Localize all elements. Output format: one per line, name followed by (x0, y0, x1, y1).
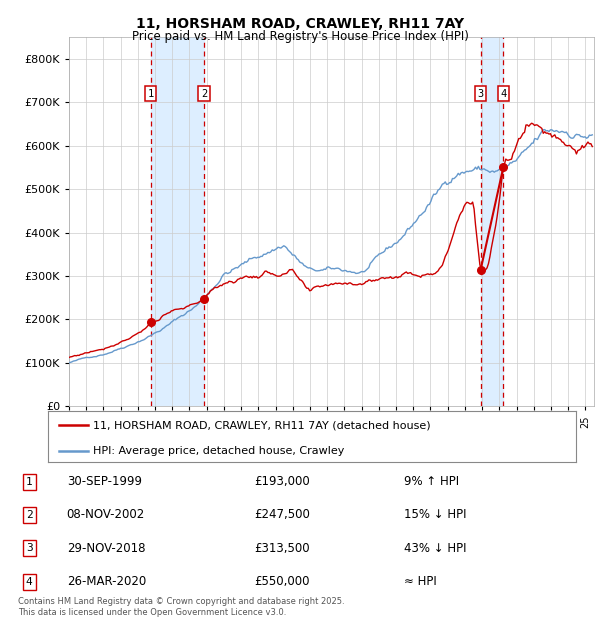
Text: 1: 1 (148, 89, 154, 99)
Text: 1: 1 (26, 477, 32, 487)
Text: HPI: Average price, detached house, Crawley: HPI: Average price, detached house, Craw… (93, 446, 344, 456)
Text: 4: 4 (500, 89, 506, 99)
Text: 9% ↑ HPI: 9% ↑ HPI (404, 475, 459, 488)
Text: £550,000: £550,000 (254, 575, 310, 588)
Text: £313,500: £313,500 (254, 542, 310, 555)
Text: 29-NOV-2018: 29-NOV-2018 (67, 542, 145, 555)
Text: 43% ↓ HPI: 43% ↓ HPI (404, 542, 466, 555)
Bar (151, 37, 204, 406)
Text: 2: 2 (26, 510, 32, 520)
Text: Contains HM Land Registry data © Crown copyright and database right 2025.
This d: Contains HM Land Registry data © Crown c… (18, 598, 344, 617)
Text: 15% ↓ HPI: 15% ↓ HPI (404, 508, 466, 521)
Text: £247,500: £247,500 (254, 508, 310, 521)
Text: 11, HORSHAM ROAD, CRAWLEY, RH11 7AY (detached house): 11, HORSHAM ROAD, CRAWLEY, RH11 7AY (det… (93, 420, 431, 430)
Text: 30-SEP-1999: 30-SEP-1999 (67, 475, 142, 488)
Text: ≈ HPI: ≈ HPI (404, 575, 436, 588)
Text: Price paid vs. HM Land Registry's House Price Index (HPI): Price paid vs. HM Land Registry's House … (131, 30, 469, 43)
Text: £193,000: £193,000 (254, 475, 310, 488)
Text: 08-NOV-2002: 08-NOV-2002 (67, 508, 145, 521)
Text: 2: 2 (201, 89, 207, 99)
Text: 11, HORSHAM ROAD, CRAWLEY, RH11 7AY: 11, HORSHAM ROAD, CRAWLEY, RH11 7AY (136, 17, 464, 32)
Text: 3: 3 (26, 543, 32, 553)
Text: 26-MAR-2020: 26-MAR-2020 (67, 575, 146, 588)
Bar (481, 37, 503, 406)
Text: 4: 4 (26, 577, 32, 587)
Text: 3: 3 (478, 89, 484, 99)
